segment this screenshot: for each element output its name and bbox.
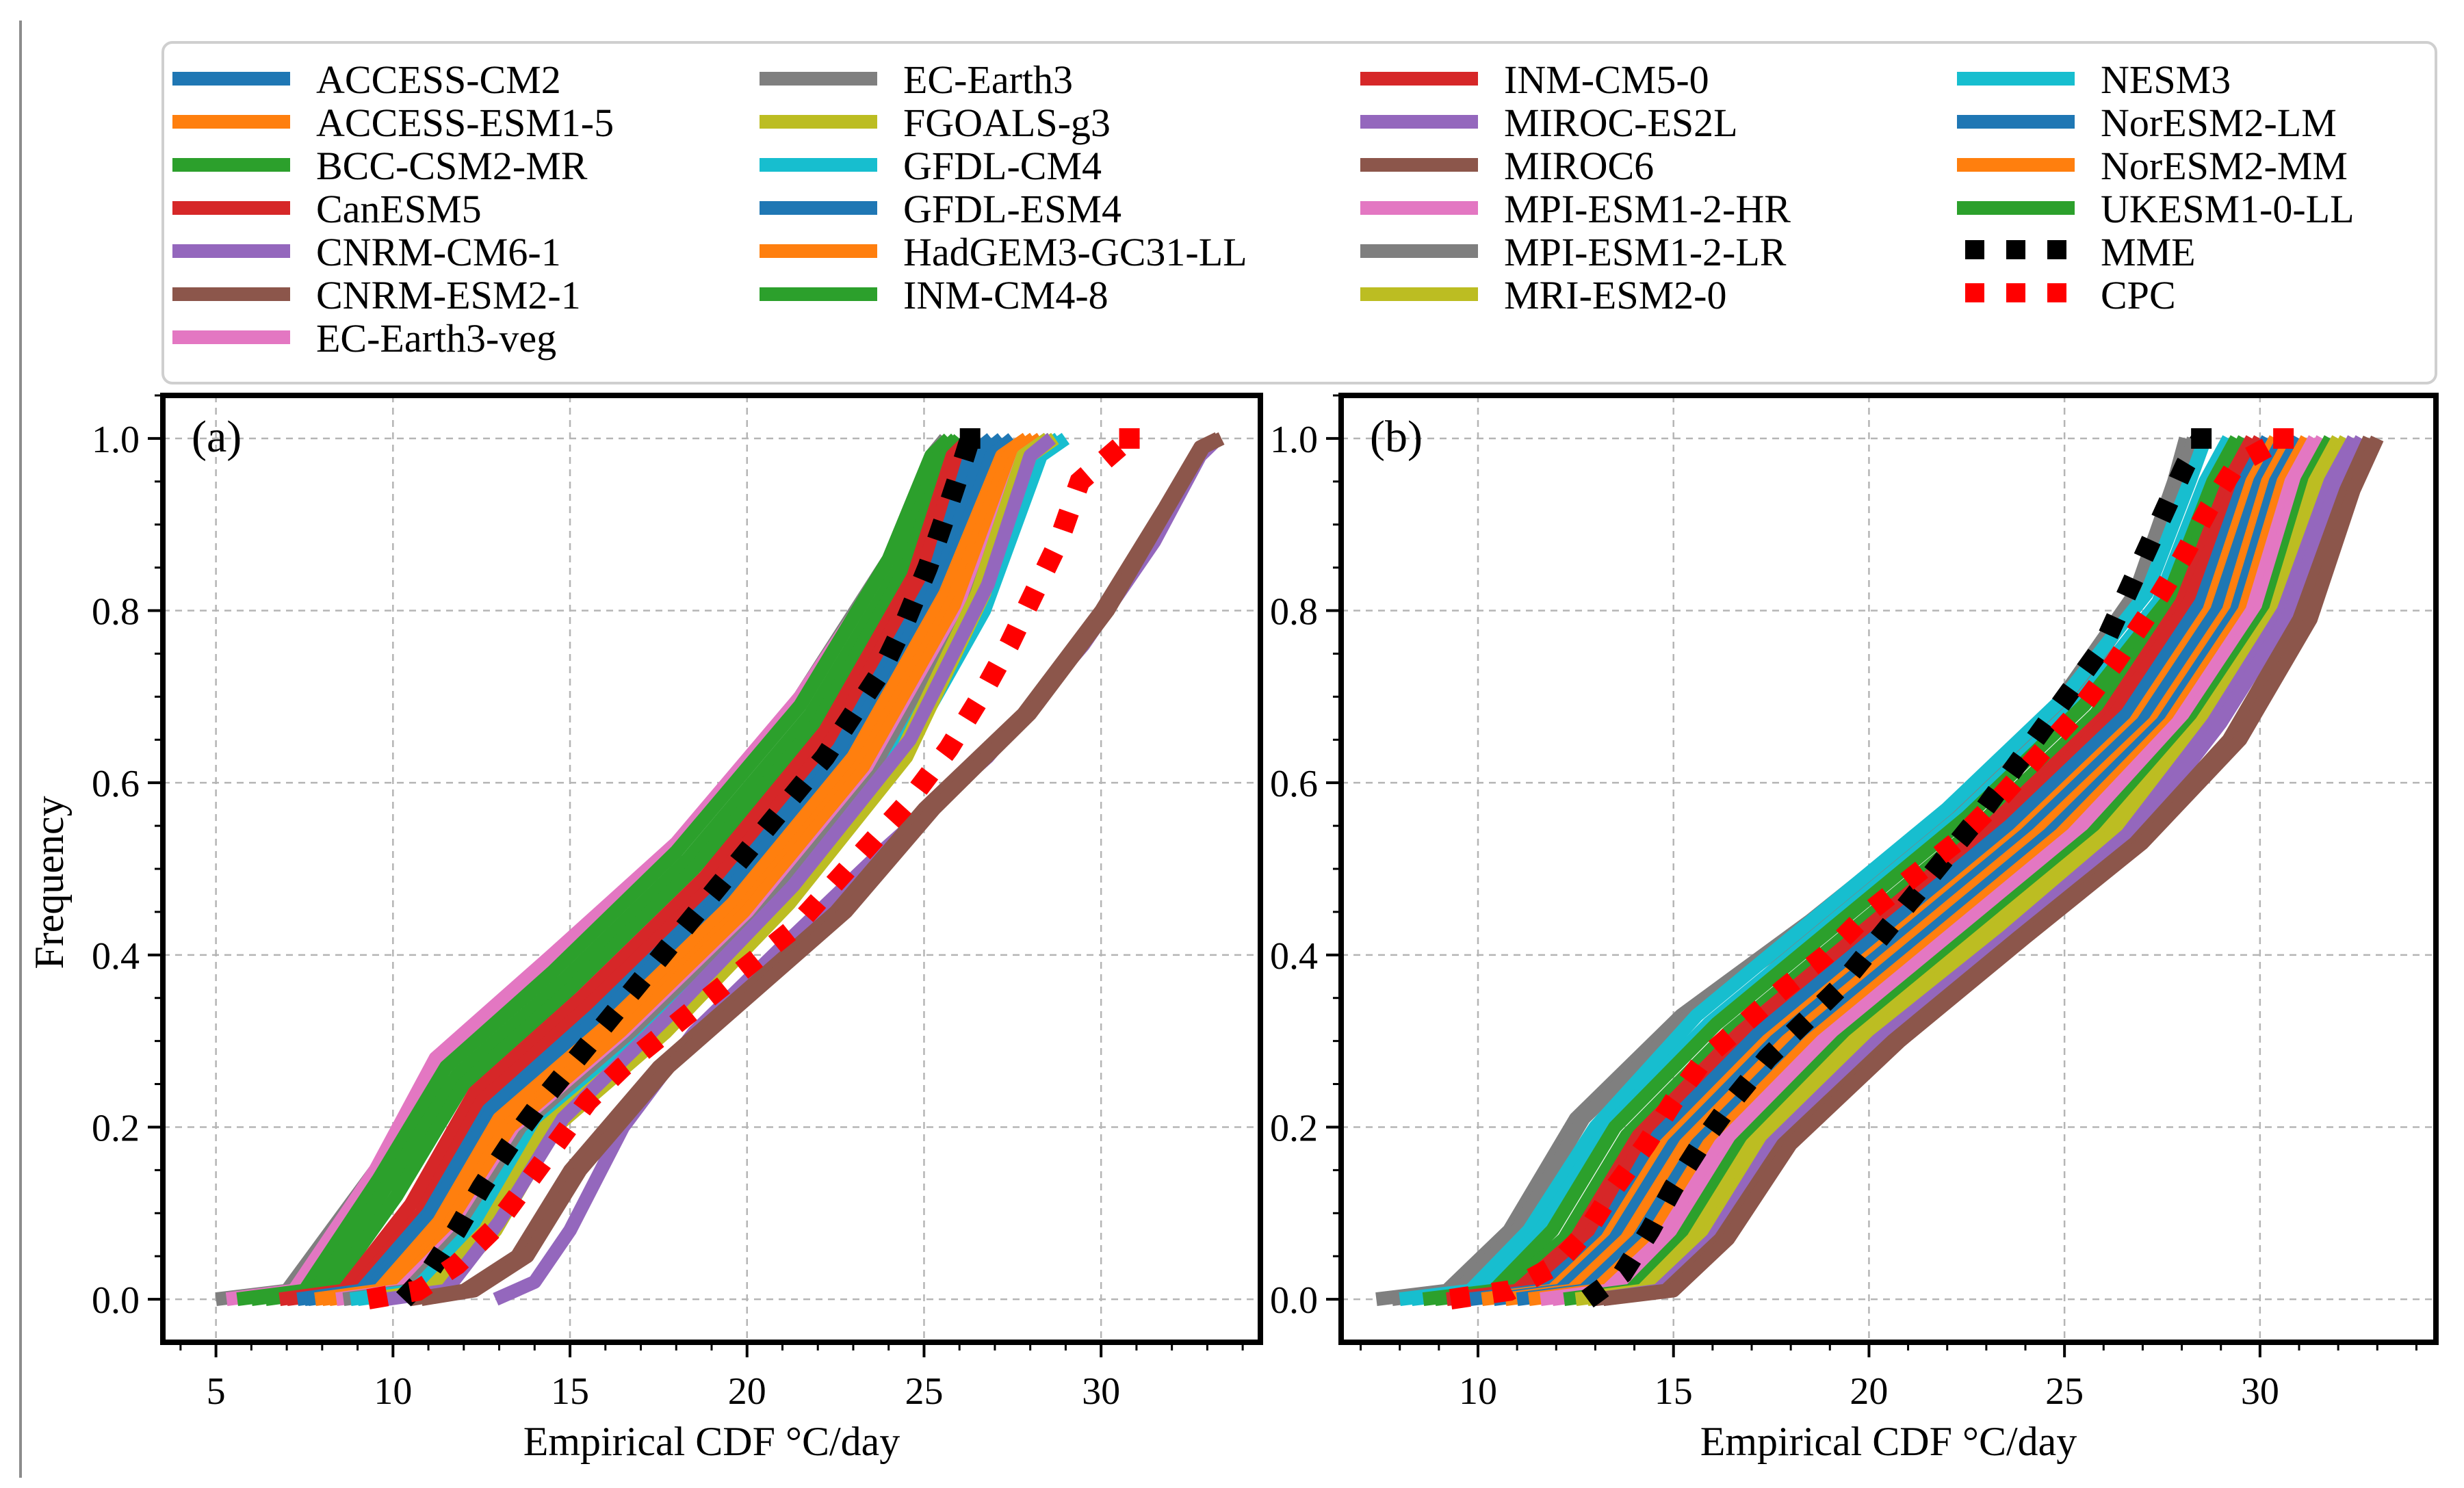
panel-b-series-gfdl-cm4-line [1399,436,2212,1307]
legend-mme-marker-3 [2047,240,2066,259]
panel-a-xtick-label-5: 5 [207,1370,226,1413]
panel-b: 10 15 20 25 30 0.0 0.2 0.4 0.6 0.8 1.0 (b) Empirical… [1270,393,2439,1464]
panel-b-series-gfdl-esm4-line [1492,435,2290,1307]
panel-a-xtick-label-20: 20 [728,1370,766,1413]
legend-mpi-esm1-2-hr-label: MPI-ESM1-2-HR [1504,187,1791,231]
panel-a-ytick-label-0-2: 0.2 [92,1107,140,1149]
legend-frame [161,41,2437,384]
panel-a-series-cpc-line [366,430,1137,1309]
panel-a-series-access-esm1-5-line [314,432,1031,1307]
panel-a-ticks: 5 10 15 20 25 30 0.0 0.2 0.4 0.6 0.8 1.0 [92,394,1244,1413]
legend-cnrm-cm6-1-label: CNRM-CM6-1 [316,230,561,274]
panel-a-series-miroc-es2l-line [385,433,1056,1306]
panel-b-xtick-label-30: 30 [2241,1370,2279,1413]
panel-b-xtick-label-25: 25 [2045,1370,2084,1413]
legend-mri-esm2-0-label: MRI-ESM2-0 [1504,273,1726,317]
panel-a-label: (a) [192,412,242,462]
panel-b-xlabel: Empirical CDF °C/day [1700,1419,2077,1464]
panel-b-series-bcc-csm2-mr-line [1422,435,2243,1307]
panel-a: 5 10 15 20 25 30 0.0 0.2 0.4 0.6 0.8 1.0 (a) Empirica… [27,393,1263,1464]
panel-b-ytick-label-0-8: 0.8 [1270,591,1318,634]
legend-cpc-marker-3 [2047,283,2066,302]
panel-a-xtick-label-10: 10 [374,1370,412,1413]
panel-b-series-cpc-line [1449,429,2289,1309]
panel-a-series-miroc6-line [420,432,1225,1306]
panel-a-series-ukesm1-0-ll-line [264,434,965,1307]
legend-nesm3-label: NESM3 [2101,57,2231,102]
legend-mme-marker-1 [1965,240,1984,259]
panel-b-series-mme-end-marker [2191,428,2212,449]
panel-b-ytick-label-0: 0.0 [1270,1279,1318,1322]
panel-b-ytick-label-0-4: 0.4 [1270,935,1318,978]
panel-b-series-mpi-esm1-2-hr-line [1540,435,2321,1307]
panel-a-series-bcc-csm2-mr-line [236,433,954,1307]
legend-access-esm1-5-label: ACCESS-ESM1-5 [316,101,614,145]
panel-a-xtick-label-25: 25 [905,1370,943,1413]
legend-miroc6-label: MIROC6 [1504,144,1654,188]
legend-bcc-csm2-mr-label: BCC-CSM2-MR [316,144,588,188]
legend-cpc-marker-2 [2006,283,2025,302]
panel-a-series-mme-end-marker [959,428,981,449]
panel-b-series-miroc6-line [1602,435,2384,1307]
legend-hadgem3-gc31-ll-label: HadGEM3-GC31-LL [903,230,1247,274]
panel-a-ytick-label-0-4: 0.4 [92,935,140,978]
legend-fgoals-g3-label: FGOALS-g3 [903,101,1111,145]
panel-a-xtick-label-15: 15 [551,1370,589,1413]
legend: ACCESS-CM2ACCESS-ESM1-5BCC-CSM2-MRCanESM… [161,41,2437,384]
legend-inm-cm5-0-label: INM-CM5-0 [1504,57,1709,102]
panel-b-series-cpc-end-marker [2273,428,2294,449]
panel-a-series-mme-line [395,435,981,1307]
legend-mme-label: MME [2101,230,2196,274]
panel-a-ylabel: Frequency [27,796,72,969]
panel-a-ytick-label-1: 1.0 [92,419,140,461]
panel-b-ticks: 10 15 20 25 30 0.0 0.2 0.4 0.6 0.8 1.0 [1270,394,2417,1413]
panel-a-ytick-label-0-6: 0.6 [92,763,140,805]
panel-b-series-ukesm1-0-ll-line [1563,435,2337,1307]
panel-a-ytick-label-0: 0.0 [92,1279,140,1322]
legend-ec-earth3-veg-label: EC-Earth3-veg [316,316,556,361]
panel-a-xtick-label-30: 30 [1082,1370,1120,1413]
panel-b-series-hadgem3-gc31-ll-line [1504,435,2298,1307]
legend-cnrm-esm2-1-label: CNRM-ESM2-1 [316,273,581,317]
legend-noresm2-mm-label: NorESM2-MM [2101,144,2348,188]
panel-a-series-cpc-end-marker [1119,428,1140,449]
legend-mme-marker-2 [2006,240,2025,259]
panel-b-series-canesm5-line [1457,435,2266,1307]
legend-ukesm1-0-ll-label: UKESM1-0-LL [2101,187,2355,231]
panel-b-ytick-label-0-6: 0.6 [1270,763,1318,805]
panel-a-xlabel: Empirical CDF °C/day [523,1419,900,1464]
legend-gfdl-cm4-label: GFDL-CM4 [903,144,1102,188]
legend-inm-cm4-8-label: INM-CM4-8 [903,273,1108,317]
legend-ec-earth3-label: EC-Earth3 [903,57,1073,102]
legend-cpc-marker-1 [1965,283,1984,302]
legend-mpi-esm1-2-lr-label: MPI-ESM1-2-LR [1504,230,1787,274]
panel-b-xtick-label-15: 15 [1655,1370,1693,1413]
legend-cpc-label: CPC [2101,273,2176,317]
panel-b-xtick-label-10: 10 [1459,1370,1497,1413]
panel-b-ytick-label-1: 1.0 [1270,419,1318,461]
legend-gfdl-esm4-label: GFDL-ESM4 [903,187,1121,231]
panel-b-series-noresm2-mm-line [1528,435,2313,1307]
panel-b-series-noresm2-lm-line [1516,435,2305,1307]
panel-b-ytick-label-0-2: 0.2 [1270,1107,1318,1149]
legend-access-cm2-label: ACCESS-CM2 [316,57,561,102]
legend-miroc-es2l-label: MIROC-ES2L [1504,101,1738,145]
panel-a-ytick-label-0-8: 0.8 [92,591,140,634]
panel-b-xtick-label-20: 20 [1850,1370,1888,1413]
legend-canesm5-label: CanESM5 [316,187,482,231]
legend-noresm2-lm-label: NorESM2-LM [2101,101,2337,145]
panel-b-label: (b) [1370,412,1423,462]
